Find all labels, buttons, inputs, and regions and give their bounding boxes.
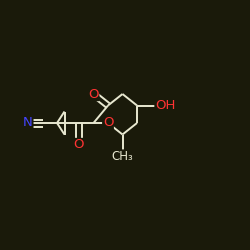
Text: O: O [103, 116, 113, 130]
Text: N: N [23, 116, 33, 130]
Text: CH₃: CH₃ [112, 150, 134, 163]
Text: OH: OH [155, 99, 176, 112]
Text: O: O [88, 88, 99, 101]
Text: O: O [74, 138, 84, 151]
